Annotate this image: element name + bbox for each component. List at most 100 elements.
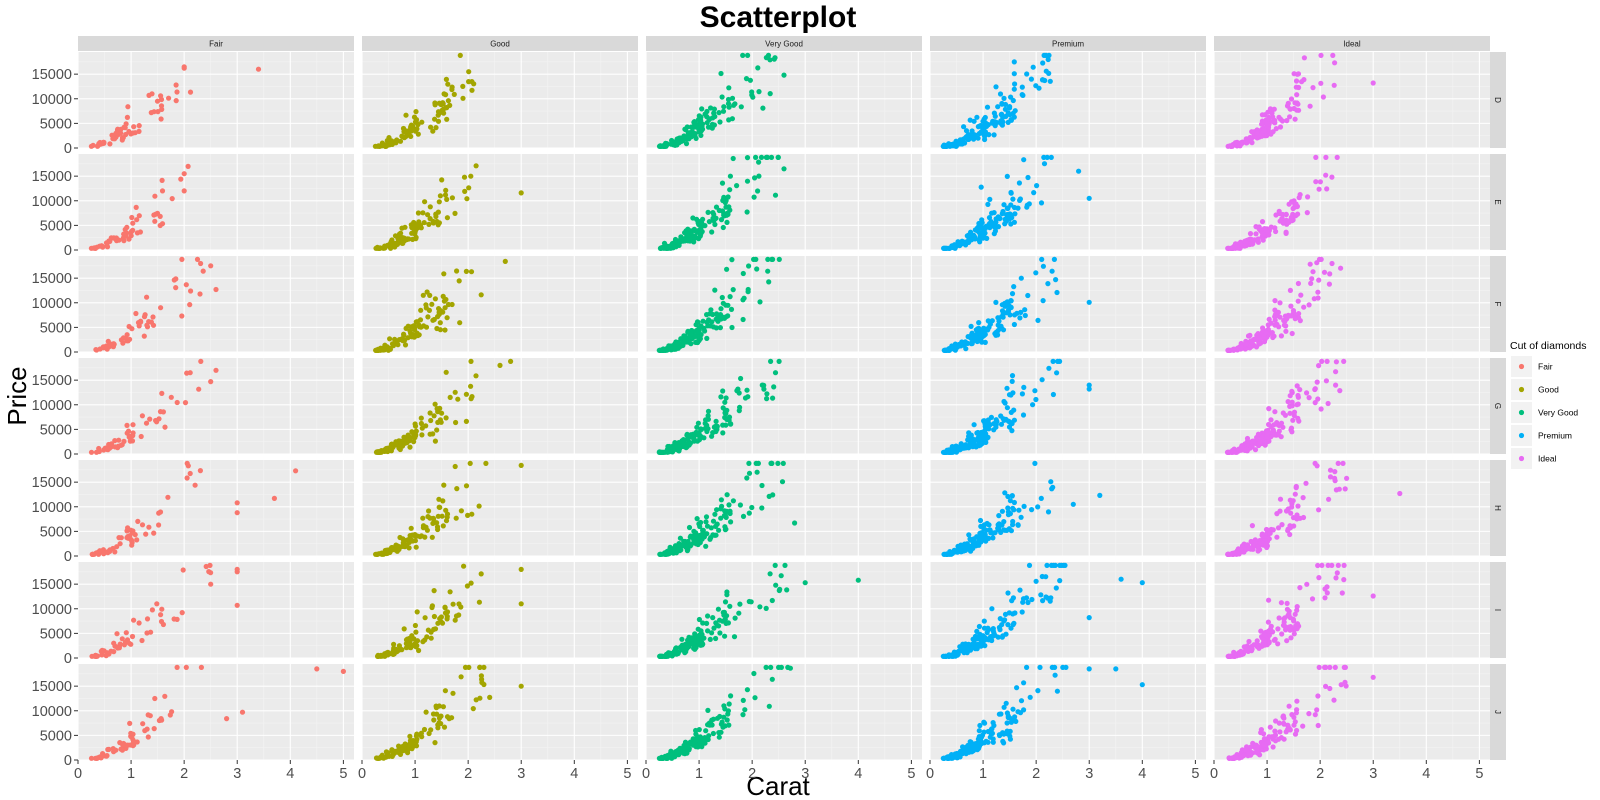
- data-point: [974, 646, 980, 652]
- data-point: [698, 426, 704, 432]
- data-point: [442, 604, 448, 610]
- data-point: [1272, 117, 1278, 124]
- data-point: [1034, 183, 1040, 189]
- data-point: [991, 132, 997, 138]
- data-point: [1344, 475, 1350, 481]
- data-point: [769, 597, 775, 604]
- data-point: [683, 228, 689, 234]
- data-point: [989, 730, 996, 737]
- data-point: [1010, 196, 1016, 202]
- data-point: [707, 636, 713, 643]
- data-point: [1329, 174, 1335, 180]
- data-point: [112, 549, 118, 555]
- data-point: [977, 239, 983, 245]
- data-point: [413, 533, 419, 539]
- data-point: [1342, 486, 1348, 492]
- data-point: [178, 176, 184, 182]
- data-point: [1341, 358, 1347, 364]
- data-point: [983, 123, 990, 129]
- data-point: [1228, 143, 1234, 149]
- data-point: [1272, 409, 1278, 415]
- data-point: [124, 332, 130, 338]
- data-point: [129, 633, 136, 640]
- data-point: [1000, 738, 1006, 745]
- data-point: [463, 268, 469, 274]
- data-point: [720, 422, 726, 428]
- data-point: [1307, 103, 1313, 109]
- data-point: [1025, 174, 1031, 181]
- data-point: [1291, 523, 1297, 529]
- data-point: [149, 607, 155, 613]
- data-point: [1333, 359, 1339, 365]
- data-point: [744, 155, 751, 161]
- data-point: [721, 513, 728, 519]
- data-point: [1265, 619, 1271, 625]
- data-point: [1242, 447, 1248, 453]
- data-point: [976, 130, 983, 137]
- data-point: [184, 370, 190, 376]
- data-point: [1264, 133, 1270, 139]
- data-point: [427, 216, 433, 222]
- data-point: [705, 408, 712, 414]
- data-point: [727, 173, 734, 179]
- data-point: [450, 690, 456, 696]
- data-point: [1255, 431, 1261, 437]
- data-point: [957, 140, 963, 146]
- data-point: [1234, 653, 1240, 659]
- data-point: [1293, 78, 1300, 84]
- data-point: [766, 703, 772, 709]
- data-point: [224, 716, 230, 722]
- data-point: [965, 545, 971, 551]
- data-point: [1234, 244, 1240, 250]
- data-point: [497, 362, 503, 368]
- data-point: [1050, 358, 1056, 364]
- data-point: [128, 433, 134, 439]
- data-point: [234, 510, 240, 516]
- data-point: [718, 515, 724, 521]
- data-point: [718, 497, 725, 503]
- data-point: [1001, 731, 1007, 737]
- data-point: [978, 222, 984, 228]
- data-point: [725, 302, 731, 308]
- data-point: [1017, 315, 1023, 321]
- data-point: [1012, 312, 1018, 318]
- panel-fair-g: [77, 358, 354, 455]
- data-point: [413, 109, 419, 115]
- data-point: [1342, 664, 1348, 671]
- data-point: [698, 628, 704, 634]
- data-point: [724, 589, 730, 595]
- data-point: [396, 546, 402, 553]
- data-point: [978, 534, 984, 540]
- chart-title: Scatterplot: [700, 1, 857, 34]
- data-point: [999, 122, 1006, 128]
- data-point: [989, 318, 995, 324]
- data-point: [414, 731, 420, 737]
- data-point: [1010, 611, 1016, 617]
- data-point: [998, 413, 1004, 419]
- data-point: [1309, 276, 1315, 282]
- data-point: [430, 520, 436, 527]
- data-point: [716, 207, 722, 214]
- data-point: [700, 318, 706, 324]
- data-point: [668, 141, 674, 147]
- data-point: [1274, 510, 1280, 517]
- data-point: [1050, 484, 1056, 490]
- data-point: [985, 417, 991, 423]
- data-point: [776, 664, 782, 671]
- data-point: [688, 331, 694, 337]
- data-point: [463, 391, 469, 397]
- data-point: [668, 752, 675, 758]
- data-point: [1254, 131, 1260, 137]
- data-point: [1261, 127, 1268, 133]
- data-point: [731, 634, 738, 640]
- data-point: [968, 323, 974, 329]
- data-point: [375, 449, 381, 455]
- data-point: [116, 437, 122, 443]
- data-point: [435, 209, 441, 215]
- data-point: [179, 256, 185, 262]
- data-point: [469, 87, 475, 93]
- data-point: [1245, 333, 1252, 339]
- data-point: [434, 427, 440, 433]
- data-point: [100, 751, 106, 757]
- data-point: [1267, 724, 1273, 730]
